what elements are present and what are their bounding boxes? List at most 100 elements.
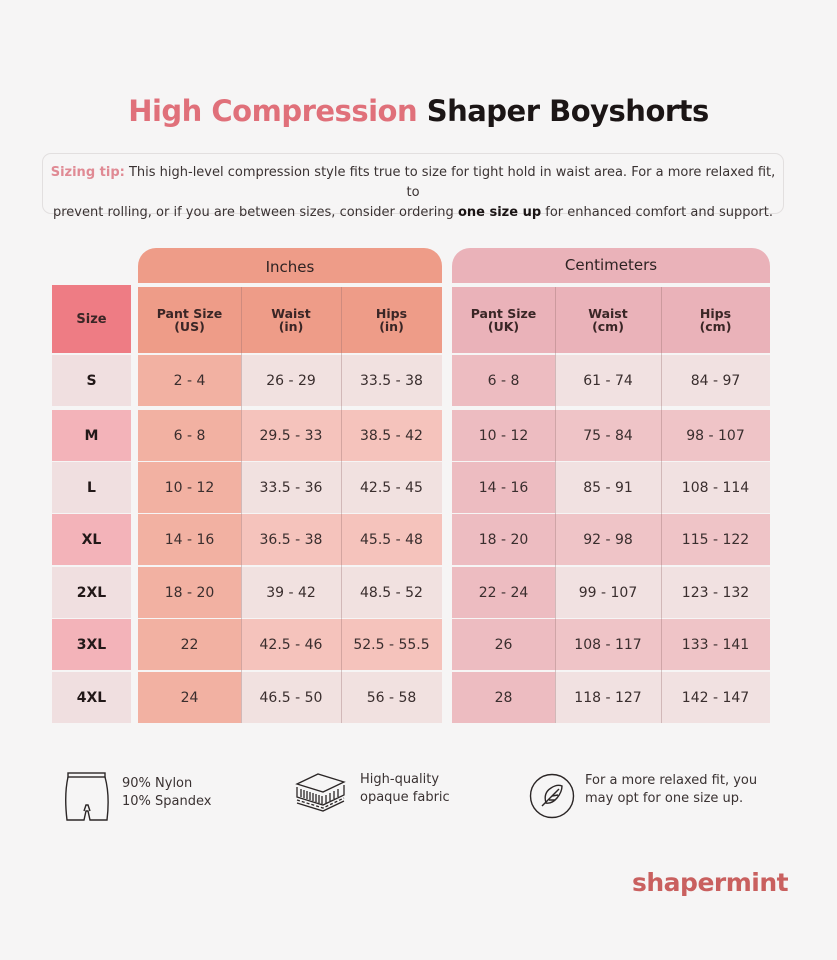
table-cell-pant-uk: 10 - 12 xyxy=(452,410,555,461)
table-cell-pant-us: 22 xyxy=(138,619,241,670)
table-cell-hips-in: 52.5 - 55.5 xyxy=(341,619,442,670)
inches-group-header: Inches xyxy=(138,248,442,283)
table-cell-hips-cm: 108 - 114 xyxy=(661,462,770,513)
sizing-tip-text: This high-level compression style fits t… xyxy=(124,165,776,200)
table-cell-waist-cm: 108 - 117 xyxy=(555,619,661,670)
boyshorts-icon xyxy=(64,770,110,824)
size-cell: 2XL xyxy=(52,567,131,618)
title-accent: High Compression xyxy=(128,94,418,128)
feature-fit-line-1: For a more relaxed fit, you xyxy=(585,773,758,788)
table-cell-pant-uk: 18 - 20 xyxy=(452,514,555,565)
table-cell-waist-cm: 99 - 107 xyxy=(555,567,661,618)
table-cell-pant-us: 10 - 12 xyxy=(138,462,241,513)
column-divider xyxy=(555,287,556,723)
feature-material-line-2: 10% Spandex xyxy=(122,794,212,809)
table-cell-hips-cm: 115 - 122 xyxy=(661,514,770,565)
table-cell-pant-uk: 28 xyxy=(452,672,555,723)
sizing-tip-line-2: prevent rolling, or if you are between s… xyxy=(43,203,783,223)
column-header-unit: (US) xyxy=(174,319,205,334)
table-cell-pant-uk: 14 - 16 xyxy=(452,462,555,513)
page-title: High Compression Shaper Boyshorts xyxy=(0,94,837,128)
table-cell-pant-uk: 22 - 24 xyxy=(452,567,555,618)
sizing-tip-label: Sizing tip: xyxy=(50,165,125,180)
table-cell-waist-in: 36.5 - 38 xyxy=(241,514,341,565)
table-cell-hips-in: 48.5 - 52 xyxy=(341,567,442,618)
inches-column-header: Hips (in) xyxy=(341,287,442,353)
table-cell-hips-in: 56 - 58 xyxy=(341,672,442,723)
table-cell-waist-in: 42.5 - 46 xyxy=(241,619,341,670)
cm-column-header: Pant Size (UK) xyxy=(452,287,555,353)
size-cell: XL xyxy=(52,514,131,565)
inches-column-header: Pant Size (US) xyxy=(138,287,241,353)
table-cell-waist-cm: 85 - 91 xyxy=(555,462,661,513)
sizing-tip-text-3: for enhanced comfort and support. xyxy=(541,205,773,220)
column-header-label: Pant Size xyxy=(470,306,537,321)
column-divider xyxy=(241,287,242,723)
logo-text: shapermint xyxy=(632,868,789,897)
sizing-tip-line-1: Sizing tip: This high-level compression … xyxy=(43,163,783,203)
table-cell-pant-us: 18 - 20 xyxy=(138,567,241,618)
table-cell-waist-in: 33.5 - 36 xyxy=(241,462,341,513)
table-cell-hips-cm: 84 - 97 xyxy=(661,355,770,406)
cm-column-header: Waist (cm) xyxy=(555,287,661,353)
column-header-label: Pant Size xyxy=(156,306,223,321)
column-header-unit: (UK) xyxy=(487,319,520,334)
table-cell-hips-in: 42.5 - 45 xyxy=(341,462,442,513)
sizing-tip-box: Sizing tip: This high-level compression … xyxy=(42,153,784,220)
inches-column-header: Waist (in) xyxy=(241,287,341,353)
table-cell-pant-us: 2 - 4 xyxy=(138,355,241,406)
table-cell-hips-cm: 123 - 132 xyxy=(661,567,770,618)
size-cell: 4XL xyxy=(52,672,131,723)
table-cell-waist-in: 46.5 - 50 xyxy=(241,672,341,723)
column-divider xyxy=(661,287,662,723)
title-rest: Shaper Boyshorts xyxy=(417,94,710,128)
size-cell: M xyxy=(52,410,131,461)
table-cell-waist-cm: 75 - 84 xyxy=(555,410,661,461)
table-cell-waist-in: 29.5 - 33 xyxy=(241,410,341,461)
table-cell-waist-in: 26 - 29 xyxy=(241,355,341,406)
feature-fabric-line-1: High-quality xyxy=(360,772,440,787)
table-cell-pant-uk: 6 - 8 xyxy=(452,355,555,406)
table-cell-hips-cm: 98 - 107 xyxy=(661,410,770,461)
feature-fit-line-2: may opt for one size up. xyxy=(585,791,744,806)
column-header-unit: (in) xyxy=(379,319,404,334)
table-cell-hips-cm: 142 - 147 xyxy=(661,672,770,723)
column-divider xyxy=(341,287,342,723)
feature-fabric-line-2: opaque fabric xyxy=(360,790,450,805)
size-cell: 3XL xyxy=(52,619,131,670)
column-header-label: Waist xyxy=(271,306,311,321)
centimeters-group-header: Centimeters xyxy=(452,248,770,283)
table-cell-waist-cm: 118 - 127 xyxy=(555,672,661,723)
column-header-label: Waist xyxy=(588,306,628,321)
size-column-header: Size xyxy=(52,285,131,353)
column-header-unit: (cm) xyxy=(592,319,624,334)
size-cell: S xyxy=(52,355,131,406)
feature-fit: For a more relaxed fit, you may opt for … xyxy=(529,773,757,819)
table-cell-waist-in: 39 - 42 xyxy=(241,567,341,618)
sizing-tip-text-2: prevent rolling, or if you are between s… xyxy=(52,205,458,220)
fabric-layers-icon xyxy=(294,770,348,814)
column-header-label: Hips xyxy=(375,306,408,321)
features-row: 90% Nylon 10% Spandex High-quality opaqu… xyxy=(0,770,837,830)
table-cell-hips-in: 38.5 - 42 xyxy=(341,410,442,461)
table-cell-waist-cm: 61 - 74 xyxy=(555,355,661,406)
size-cell: L xyxy=(52,462,131,513)
table-cell-pant-us: 6 - 8 xyxy=(138,410,241,461)
column-header-label: Hips xyxy=(699,306,732,321)
table-cell-hips-in: 33.5 - 38 xyxy=(341,355,442,406)
feature-fabric: High-quality opaque fabric xyxy=(294,770,450,814)
table-cell-pant-us: 14 - 16 xyxy=(138,514,241,565)
shapermint-logo: shapermint xyxy=(632,868,789,897)
cm-column-header: Hips (cm) xyxy=(661,287,770,353)
feature-material-line-1: 90% Nylon xyxy=(122,776,193,791)
table-cell-waist-cm: 92 - 98 xyxy=(555,514,661,565)
table-cell-hips-cm: 133 - 141 xyxy=(661,619,770,670)
table-cell-pant-uk: 26 xyxy=(452,619,555,670)
column-header-unit: (cm) xyxy=(699,319,732,334)
column-header-unit: (in) xyxy=(278,319,304,334)
table-cell-pant-us: 24 xyxy=(138,672,241,723)
feather-icon xyxy=(529,773,575,819)
table-cell-hips-in: 45.5 - 48 xyxy=(341,514,442,565)
feature-material: 90% Nylon 10% Spandex xyxy=(64,770,211,824)
sizing-tip-emphasis: one size up xyxy=(457,205,542,220)
